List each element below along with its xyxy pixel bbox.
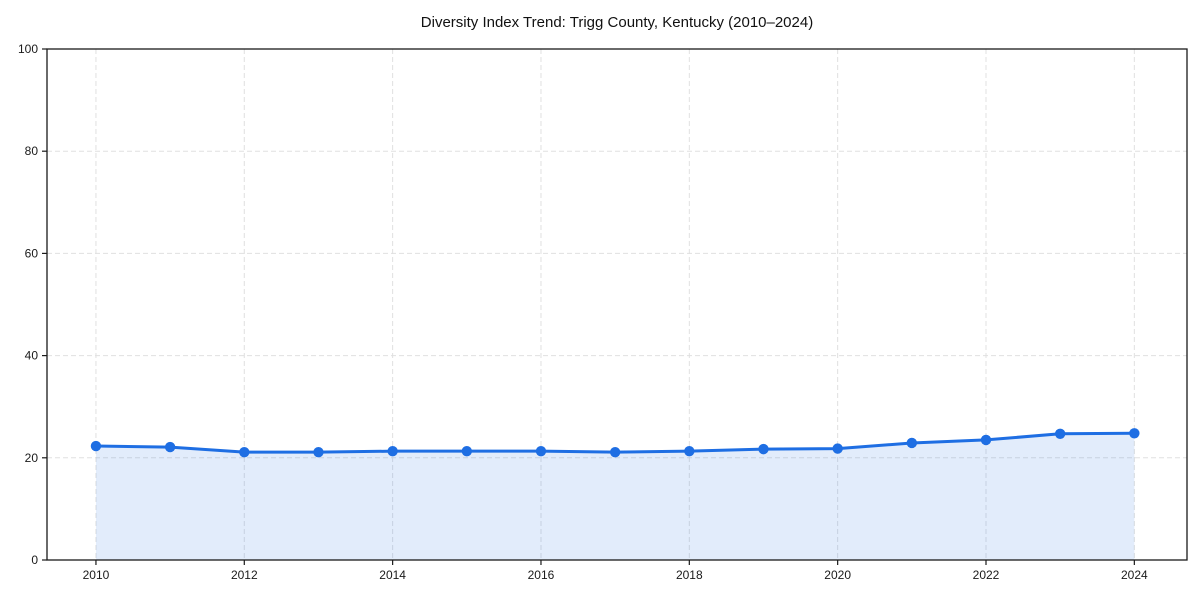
data-point-2012: [239, 446, 250, 458]
y-tick-label: 100: [18, 42, 38, 56]
data-point-2015: [461, 445, 473, 457]
x-tick-label: 2012: [231, 568, 258, 582]
plot-area: 2010 2012 2014 2016 2018 2020 2022 2024 0 20 40 60 8…: [18, 42, 1188, 582]
x-tick-label: 2010: [83, 568, 110, 582]
data-point-2018: [684, 445, 695, 457]
x-tick-label: 2016: [528, 568, 555, 582]
data-point-2010: [90, 440, 102, 452]
plot-border: [46, 48, 1188, 561]
data-point-2016: [535, 445, 547, 457]
data-point-2024: [1129, 428, 1140, 439]
chart-title: Diversity Index Trend: Trigg County, Ken…: [421, 14, 813, 31]
data-point-2021: [906, 437, 918, 449]
y-tick-label: 40: [25, 349, 39, 363]
data-point-2020: [832, 443, 843, 454]
y-tick-label: 0: [31, 553, 38, 567]
data-point-2013: [313, 446, 324, 458]
x-tick-label: 2018: [676, 568, 703, 582]
data-point-2019: [758, 443, 769, 455]
x-tick-label: 2022: [973, 568, 1000, 582]
data-point-2014: [387, 445, 398, 457]
area-fill: [95, 433, 1135, 560]
data-point-2017: [609, 446, 621, 458]
x-tick-label: 2020: [824, 568, 851, 582]
data-point-2023: [1054, 428, 1066, 439]
y-tick-label: 60: [25, 246, 39, 260]
y-tick-label: 80: [25, 144, 39, 158]
y-tick-label: 20: [25, 451, 39, 465]
data-point-2011: [164, 441, 176, 453]
x-tick-label: 2014: [379, 568, 406, 582]
data-point-2022: [980, 434, 992, 446]
x-tick-label: 2024: [1121, 568, 1148, 582]
